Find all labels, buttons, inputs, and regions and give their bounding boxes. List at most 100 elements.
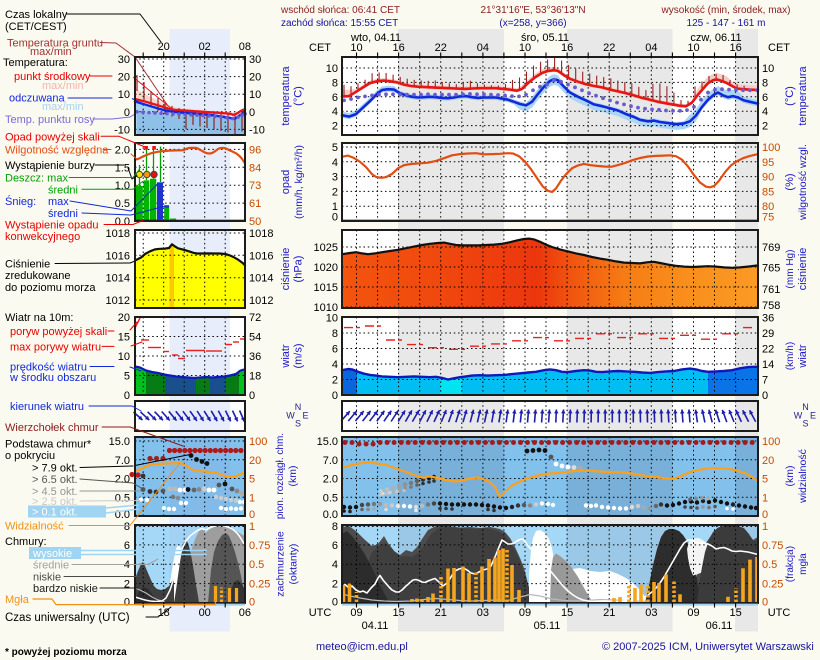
svg-text:3: 3 bbox=[332, 172, 338, 184]
svg-text:758: 758 bbox=[762, 300, 780, 312]
svg-text:Wiatr na 10m:: Wiatr na 10m: bbox=[5, 312, 73, 324]
svg-text:15: 15 bbox=[729, 607, 741, 619]
svg-text:04.11: 04.11 bbox=[362, 620, 389, 632]
svg-text:max porywy wiatru: max porywy wiatru bbox=[10, 341, 101, 353]
svg-text:96: 96 bbox=[249, 144, 261, 156]
svg-text:prędkość wiatru: prędkość wiatru bbox=[10, 362, 87, 374]
svg-text:max/min: max/min bbox=[30, 46, 72, 58]
svg-text:UTC: UTC bbox=[309, 607, 332, 619]
svg-text:95: 95 bbox=[762, 157, 774, 169]
svg-text:0: 0 bbox=[762, 597, 768, 609]
svg-text:1: 1 bbox=[249, 492, 255, 504]
svg-text:2: 2 bbox=[332, 121, 338, 133]
svg-text:N: N bbox=[295, 402, 302, 412]
svg-text:4: 4 bbox=[332, 157, 338, 169]
svg-text:22: 22 bbox=[762, 344, 774, 356]
svg-text:* powyżej poziomu morza: * powyżej poziomu morza bbox=[5, 647, 127, 658]
svg-text:odczuwana: odczuwana bbox=[9, 93, 66, 105]
svg-text:N: N bbox=[802, 402, 809, 412]
svg-text:> 7.9 okt.: > 7.9 okt. bbox=[32, 463, 78, 475]
svg-text:7: 7 bbox=[762, 375, 768, 387]
svg-text:2: 2 bbox=[762, 121, 768, 133]
svg-text:0: 0 bbox=[124, 390, 130, 402]
svg-text:wilgotność wzgl.: wilgotność wzgl. bbox=[797, 144, 809, 221]
svg-text:0: 0 bbox=[332, 597, 338, 609]
svg-text:03: 03 bbox=[645, 607, 657, 619]
svg-text:2.0: 2.0 bbox=[323, 474, 338, 486]
svg-text:73: 73 bbox=[249, 180, 261, 192]
svg-text:mgła: mgła bbox=[798, 553, 809, 575]
svg-text:00: 00 bbox=[199, 607, 211, 619]
svg-text:> 2.5 okt.: > 2.5 okt. bbox=[32, 496, 78, 508]
svg-text:wto, 04.11: wto, 04.11 bbox=[350, 32, 401, 44]
svg-text:średnie: średnie bbox=[33, 560, 69, 572]
svg-text:22: 22 bbox=[435, 42, 447, 54]
svg-text:0.0: 0.0 bbox=[323, 509, 338, 521]
svg-text:(%): (%) bbox=[784, 173, 796, 190]
svg-text:765: 765 bbox=[762, 262, 780, 274]
svg-text:Chmury:: Chmury: bbox=[5, 536, 47, 548]
svg-text:1020: 1020 bbox=[314, 262, 338, 274]
svg-text:8: 8 bbox=[332, 521, 338, 533]
svg-text:temperatura: temperatura bbox=[280, 65, 292, 125]
svg-text:zachmurzenie: zachmurzenie bbox=[275, 531, 287, 597]
svg-text:5: 5 bbox=[249, 474, 255, 486]
svg-text:30: 30 bbox=[118, 54, 130, 66]
svg-text:10: 10 bbox=[118, 351, 130, 363]
svg-text:ciśnienie: ciśnienie bbox=[280, 248, 292, 291]
svg-text:1: 1 bbox=[762, 492, 768, 504]
svg-text:1025: 1025 bbox=[314, 242, 338, 254]
svg-text:50: 50 bbox=[249, 216, 261, 228]
svg-text:Wilgotność względna: Wilgotność względna bbox=[5, 145, 109, 157]
svg-text:Temperatura gruntu: Temperatura gruntu bbox=[7, 38, 103, 50]
svg-text:10: 10 bbox=[249, 89, 261, 101]
svg-text:Czas lokalny: Czas lokalny bbox=[5, 9, 68, 21]
svg-text:(m/s): (m/s) bbox=[293, 343, 305, 368]
svg-text:2: 2 bbox=[332, 186, 338, 198]
svg-text:15.0: 15.0 bbox=[109, 436, 130, 448]
svg-text:7.0: 7.0 bbox=[115, 455, 130, 467]
svg-text:UTC: UTC bbox=[768, 607, 791, 619]
svg-text:1: 1 bbox=[249, 521, 255, 533]
svg-text:4: 4 bbox=[762, 106, 768, 118]
svg-text:W: W bbox=[794, 411, 803, 421]
svg-text:15.0: 15.0 bbox=[317, 436, 338, 448]
svg-text:0.0: 0.0 bbox=[115, 216, 130, 228]
svg-text:21: 21 bbox=[435, 607, 447, 619]
svg-text:Wystąpienie opadu: Wystąpienie opadu bbox=[5, 220, 98, 232]
svg-text:06.11: 06.11 bbox=[706, 620, 733, 632]
svg-text:1: 1 bbox=[332, 201, 338, 213]
svg-text:0: 0 bbox=[249, 509, 255, 521]
svg-text:14: 14 bbox=[762, 359, 774, 371]
svg-text:Czas uniwersalny (UTC): Czas uniwersalny (UTC) bbox=[5, 612, 130, 624]
svg-text:85: 85 bbox=[762, 186, 774, 198]
svg-text:2.0: 2.0 bbox=[115, 144, 130, 156]
svg-text:0.25: 0.25 bbox=[762, 579, 783, 591]
svg-text:Opad powyżej skali: Opad powyżej skali bbox=[5, 131, 100, 143]
svg-text:meteo@icm.edu.pl: meteo@icm.edu.pl bbox=[316, 641, 408, 653]
svg-text:punkt środkowy: punkt środkowy bbox=[14, 71, 91, 83]
svg-text:20: 20 bbox=[249, 455, 261, 467]
svg-text:© 2007-2025 ICM, Uniwersytet W: © 2007-2025 ICM, Uniwersytet Warszawski bbox=[602, 641, 814, 653]
svg-text:06: 06 bbox=[239, 607, 251, 619]
svg-text:Śnieg:: Śnieg: bbox=[5, 195, 36, 208]
svg-text:temperatura: temperatura bbox=[797, 65, 809, 125]
svg-text:0.5: 0.5 bbox=[115, 492, 130, 504]
svg-text:1010: 1010 bbox=[314, 302, 338, 314]
svg-text:125 - 147 - 161 m: 125 - 147 - 161 m bbox=[687, 18, 766, 29]
svg-text:(mm Hg): (mm Hg) bbox=[785, 250, 796, 289]
svg-text:opad: opad bbox=[280, 170, 292, 194]
svg-text:0: 0 bbox=[249, 107, 255, 119]
svg-text:29: 29 bbox=[762, 328, 774, 340]
svg-text:0: 0 bbox=[124, 107, 130, 119]
svg-text:1: 1 bbox=[762, 521, 768, 533]
svg-text:8: 8 bbox=[124, 521, 130, 533]
svg-text:84: 84 bbox=[249, 162, 261, 174]
svg-text:-10: -10 bbox=[114, 124, 130, 136]
svg-text:(km): (km) bbox=[287, 466, 299, 487]
svg-text:E: E bbox=[810, 411, 816, 421]
svg-text:Mgła: Mgła bbox=[5, 594, 30, 606]
svg-text:Temp. punktu rosy: Temp. punktu rosy bbox=[5, 114, 95, 126]
svg-text:Ciśnienie: Ciśnienie bbox=[5, 259, 50, 271]
svg-text:769: 769 bbox=[762, 242, 780, 254]
